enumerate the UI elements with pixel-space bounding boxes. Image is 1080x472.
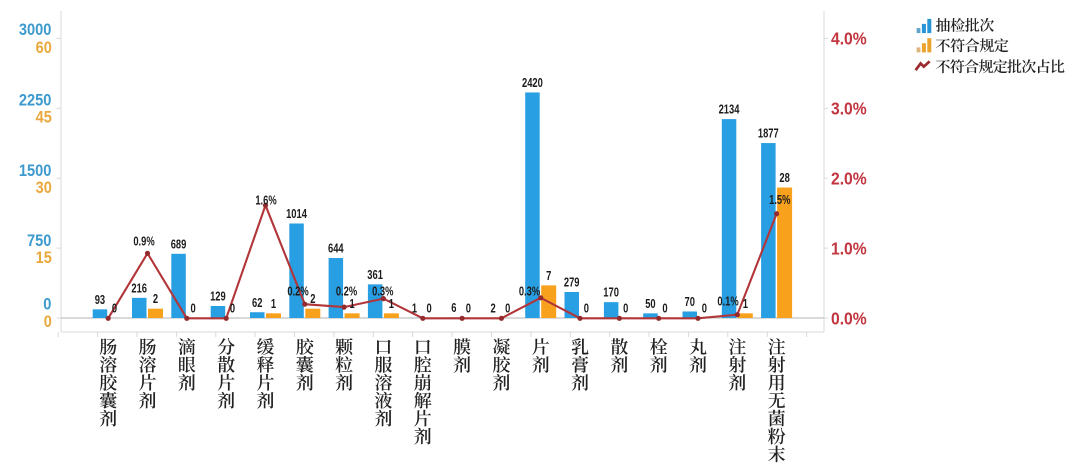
svg-text:2: 2 bbox=[490, 302, 495, 316]
svg-text:1.0%: 1.0% bbox=[831, 238, 867, 258]
svg-text:1.6%: 1.6% bbox=[255, 194, 276, 208]
svg-text:0.0%: 0.0% bbox=[831, 308, 867, 328]
svg-text:6: 6 bbox=[451, 302, 456, 316]
svg-text:2: 2 bbox=[153, 293, 158, 307]
svg-text:2134: 2134 bbox=[719, 104, 741, 118]
svg-text:0: 0 bbox=[702, 302, 707, 316]
svg-text:644: 644 bbox=[328, 242, 344, 256]
svg-text:7: 7 bbox=[546, 270, 551, 284]
svg-text:0: 0 bbox=[584, 302, 589, 316]
svg-text:2: 2 bbox=[310, 293, 315, 307]
svg-text:0: 0 bbox=[190, 302, 195, 316]
svg-text:279: 279 bbox=[564, 276, 580, 290]
svg-text:0: 0 bbox=[426, 302, 431, 316]
svg-text:0.1%: 0.1% bbox=[717, 295, 738, 309]
svg-text:0: 0 bbox=[505, 302, 510, 316]
svg-text:170: 170 bbox=[603, 287, 619, 301]
svg-text:1877: 1877 bbox=[758, 127, 779, 141]
svg-text:0: 0 bbox=[623, 302, 628, 316]
svg-text:15: 15 bbox=[36, 249, 52, 267]
svg-text:62: 62 bbox=[252, 297, 262, 311]
svg-text:1: 1 bbox=[271, 298, 276, 312]
svg-text:1: 1 bbox=[389, 298, 394, 312]
svg-text:28: 28 bbox=[779, 172, 789, 186]
svg-text:45: 45 bbox=[36, 109, 52, 127]
svg-text:1500: 1500 bbox=[19, 162, 52, 180]
svg-text:1: 1 bbox=[743, 298, 748, 312]
svg-text:2.0%: 2.0% bbox=[831, 169, 867, 189]
svg-text:0.3%: 0.3% bbox=[519, 285, 540, 299]
svg-text:361: 361 bbox=[367, 269, 383, 283]
svg-text:216: 216 bbox=[131, 282, 147, 296]
svg-text:0.9%: 0.9% bbox=[133, 235, 154, 249]
svg-text:2420: 2420 bbox=[522, 77, 543, 91]
svg-text:1: 1 bbox=[412, 302, 417, 316]
svg-text:50: 50 bbox=[645, 298, 655, 312]
svg-text:0.2%: 0.2% bbox=[287, 285, 308, 299]
svg-text:129: 129 bbox=[210, 290, 226, 304]
svg-text:689: 689 bbox=[171, 238, 187, 252]
svg-text:0: 0 bbox=[230, 302, 235, 316]
svg-text:93: 93 bbox=[95, 294, 105, 308]
svg-text:2250: 2250 bbox=[19, 92, 52, 110]
svg-text:1014: 1014 bbox=[286, 208, 308, 222]
svg-text:1: 1 bbox=[349, 298, 354, 312]
svg-text:0: 0 bbox=[112, 302, 117, 316]
svg-text:3.0%: 3.0% bbox=[831, 99, 867, 119]
svg-text:0.3%: 0.3% bbox=[372, 285, 393, 299]
svg-text:3000: 3000 bbox=[19, 21, 52, 39]
svg-text:0: 0 bbox=[44, 313, 52, 331]
svg-text:60: 60 bbox=[36, 39, 52, 57]
svg-text:1.5%: 1.5% bbox=[769, 194, 790, 208]
svg-text:750: 750 bbox=[27, 232, 52, 250]
svg-text:0.2%: 0.2% bbox=[336, 285, 357, 299]
svg-text:0: 0 bbox=[662, 302, 667, 316]
svg-text:30: 30 bbox=[36, 179, 52, 197]
svg-text:0: 0 bbox=[43, 296, 51, 314]
svg-text:70: 70 bbox=[684, 296, 694, 310]
svg-text:0: 0 bbox=[466, 302, 471, 316]
svg-text:4.0%: 4.0% bbox=[831, 29, 867, 49]
